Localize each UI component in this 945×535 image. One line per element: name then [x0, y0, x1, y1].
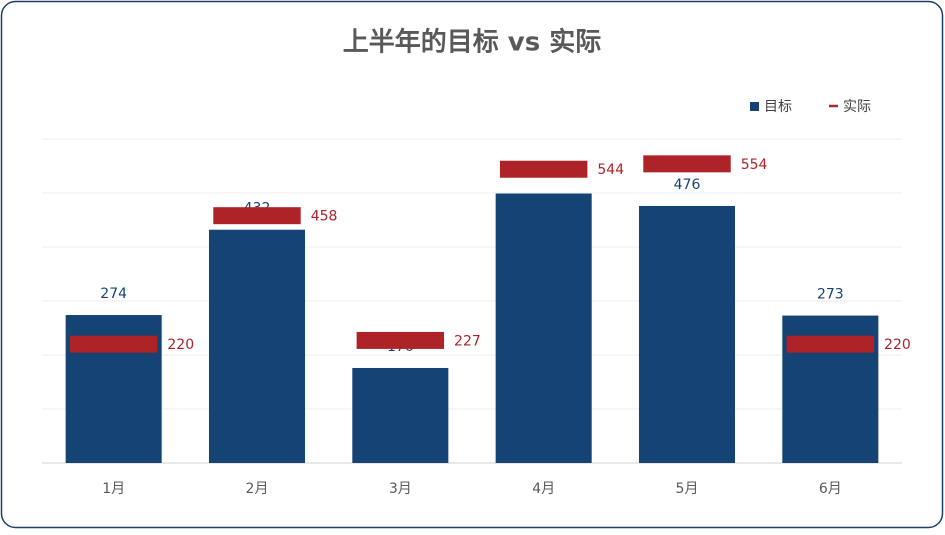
actual-marker — [356, 331, 445, 349]
actual-marker — [499, 160, 588, 178]
x-tick-label: 4月 — [532, 481, 555, 497]
actual-label: 554 — [741, 157, 768, 173]
target-bar — [352, 367, 449, 463]
target-label: 273 — [817, 287, 844, 303]
target-bar — [208, 229, 306, 463]
actual-label: 227 — [454, 333, 481, 349]
legend-swatch — [750, 102, 759, 111]
actual-marker — [69, 335, 158, 353]
x-tick-label: 5月 — [676, 481, 699, 497]
actual-marker — [643, 155, 731, 173]
x-tick-label: 6月 — [819, 481, 842, 497]
x-tick-label: 3月 — [389, 481, 412, 497]
target-bar — [495, 193, 592, 464]
target-label: 274 — [100, 286, 127, 302]
legend-label: 实际 — [843, 99, 871, 115]
actual-label: 220 — [884, 337, 911, 353]
chart-title: 上半年的目标 vs 实际 — [343, 27, 602, 58]
x-tick-label: 1月 — [102, 481, 125, 497]
legend-label: 目标 — [764, 99, 792, 115]
x-tick-label: 2月 — [246, 481, 269, 497]
target-label: 476 — [674, 177, 701, 193]
actual-marker — [213, 207, 301, 225]
actual-label: 220 — [167, 337, 194, 353]
actual-label: 458 — [311, 209, 338, 225]
target-bar — [638, 205, 736, 463]
actual-marker — [786, 335, 875, 353]
actual-label: 544 — [597, 162, 624, 178]
